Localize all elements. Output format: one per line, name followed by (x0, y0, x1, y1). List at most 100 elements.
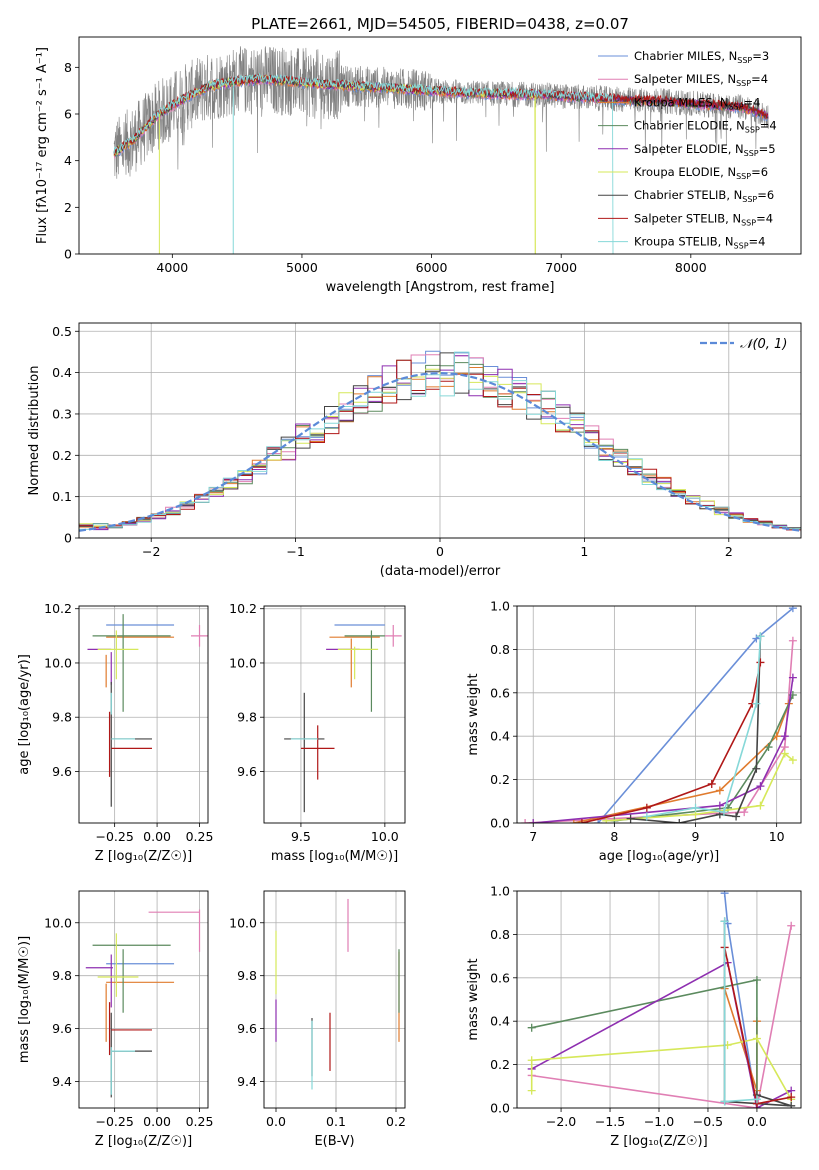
panel-weight-vs-Z: −2.0 −1.5 −1.0 −0.5 0.0 0.0 0.2 0.4 0.6 0.8 1.0 Z [… (466, 884, 802, 1149)
axes-frame (78, 605, 209, 824)
y-tick-label: 0.1 (52, 489, 72, 504)
legend-nssp-sub: SSP (745, 126, 760, 135)
axes-frame (78, 36, 802, 255)
axes-frame (78, 890, 209, 1109)
x-axis-label: Z [log₁₀(Z/Z☉)] (95, 849, 192, 864)
x-tick-label: 0.00 (143, 829, 171, 844)
axes-frame (516, 890, 802, 1109)
y-tick-label: 9.8 (237, 968, 257, 983)
x-axis-label: E(B-V) (314, 1134, 354, 1149)
x-tick-label: 1 (580, 544, 588, 559)
y-tick-label: 1.0 (490, 599, 510, 614)
weight-point-marker (691, 803, 700, 812)
legend-nssp-sub: SSP (742, 195, 757, 204)
y-tick-label: 9.6 (52, 1021, 72, 1036)
x-tick-label: 10 (769, 829, 785, 844)
x-axis-label: age [log₁₀(age/yr)] (599, 849, 720, 864)
weight-point-marker (642, 803, 651, 812)
legend-nssp-prefix: , N (720, 165, 736, 179)
legend-nssp-value: =3 (752, 49, 769, 63)
legend-nssp-sub: SSP (729, 102, 744, 111)
weight-point-marker (715, 786, 724, 795)
legend-model: Kroupa ELODIE (634, 165, 720, 179)
panel-weight-vs-age: 7 8 9 10 0.0 0.2 0.4 0.6 0.8 1.0 age [log₁₀(age/yr… (466, 599, 802, 864)
x-tick-label: −0.5 (693, 1114, 723, 1129)
legend-model: Salpeter ELODIE (634, 142, 728, 156)
y-tick-label: 9.8 (237, 710, 257, 725)
weight-point-marker (788, 756, 797, 765)
x-tick-label: 7000 (545, 260, 577, 275)
panel-age-vs-mass: 9.5 10.0 9.6 9.8 10.0 10.2 mass [log₁₀(M/M☉)] (229, 601, 406, 864)
legend-nssp-prefix: , N (725, 211, 741, 225)
legend-entry: Kroupa STELIB, NSSP=4 (634, 235, 765, 251)
y-tick-label: 0.8 (490, 642, 510, 657)
panel-residuals: −2 −1 0 1 2 0 0.1 0.2 0.3 0.4 0.5 (data-model)/erro… (27, 322, 802, 579)
legend-nssp-sub: SSP (737, 56, 752, 65)
x-axis-label: Z [log₁₀(Z/Z☉)] (610, 1134, 707, 1149)
y-tick-label: 0.2 (490, 772, 510, 787)
weight-point-marker (594, 819, 603, 823)
weight-point-marker (715, 801, 724, 810)
y-tick-label: 0.4 (52, 365, 72, 380)
errorbars (87, 614, 208, 807)
weight-point-marker (720, 917, 729, 926)
legend-nssp-sub: SSP (736, 79, 751, 88)
y-tick-label: 0.2 (490, 1057, 510, 1072)
y-tick-label: 0.3 (52, 406, 72, 421)
errorbars (284, 624, 402, 813)
x-tick-label: 2 (725, 544, 733, 559)
weight-point-marker (756, 632, 765, 641)
y-tick-label: 0 (64, 247, 72, 262)
y-tick-label: 8 (64, 60, 72, 75)
legend-nssp-value: =6 (751, 165, 768, 179)
weight-point-marker (788, 636, 797, 645)
normal-curve (79, 371, 801, 532)
legend-entry: Salpeter ELODIE, NSSP=5 (634, 142, 776, 158)
legend-entry: Kroupa ELODIE, NSSP=6 (634, 165, 768, 181)
legend-nssp-prefix: , N (718, 235, 734, 249)
weight-point-marker (764, 743, 773, 752)
x-tick-label: 7 (529, 829, 537, 844)
legend-nssp-sub: SSP (741, 218, 756, 227)
y-tick-label: 9.6 (237, 1021, 257, 1036)
x-tick-label: −2 (142, 544, 160, 559)
legend-nssp-prefix: , N (713, 95, 729, 109)
weight-series-line (723, 921, 792, 1107)
legend-model: Kroupa MILES (634, 95, 713, 109)
legend-nssp-sub: SSP (734, 242, 749, 251)
x-tick-label: 0.25 (186, 1114, 214, 1129)
legend-entry: Chabrier STELIB, NSSP=6 (634, 188, 774, 204)
legend-nssp-prefix: , N (728, 142, 744, 156)
weight-point-marker (732, 812, 741, 821)
y-tick-label: 9.4 (52, 1074, 72, 1089)
legend-nssp-prefix: , N (726, 188, 742, 202)
weight-point-marker (752, 1095, 761, 1104)
weight-point-marker (756, 801, 765, 810)
panel-mass-vs-ebv: 0.0 0.1 0.2 9.4 9.6 9.8 10.0 E(B-V) (229, 890, 406, 1149)
legend-nssp-value: =4 (756, 211, 773, 225)
weight-point-marker (527, 1023, 536, 1032)
legend: 𝒩(0, 1) (700, 337, 787, 352)
x-tick-label: 8000 (675, 260, 707, 275)
legend-nssp-sub: SSP (736, 172, 751, 181)
panel-age-vs-Z: −0.25 0.00 0.25 9.6 9.8 10.0 10.2 Z [log₁₀(Z/Z☉… (17, 601, 213, 864)
legend-nssp-value: =4 (760, 119, 777, 133)
weight-point-marker (720, 891, 729, 898)
x-tick-label: 9 (692, 829, 700, 844)
histogram-step-line (79, 351, 801, 532)
y-axis-label: mass weight (466, 673, 481, 755)
weight-series-line (531, 961, 792, 1108)
x-tick-label: −1.0 (644, 1114, 674, 1129)
x-tick-label: 8 (610, 829, 618, 844)
x-axis-label: wavelength [Angstrom, rest frame] (326, 280, 555, 295)
y-tick-label: 10.2 (229, 601, 257, 616)
y-tick-label: 0.8 (490, 927, 510, 942)
weight-point-marker (529, 819, 538, 823)
y-tick-label: 0.0 (490, 816, 510, 831)
x-tick-label: −1 (286, 544, 304, 559)
weight-point-marker (752, 634, 761, 643)
legend-nssp-prefix: , N (721, 49, 737, 63)
weight-point-marker (752, 975, 761, 984)
y-tick-label: 0.5 (52, 324, 72, 339)
